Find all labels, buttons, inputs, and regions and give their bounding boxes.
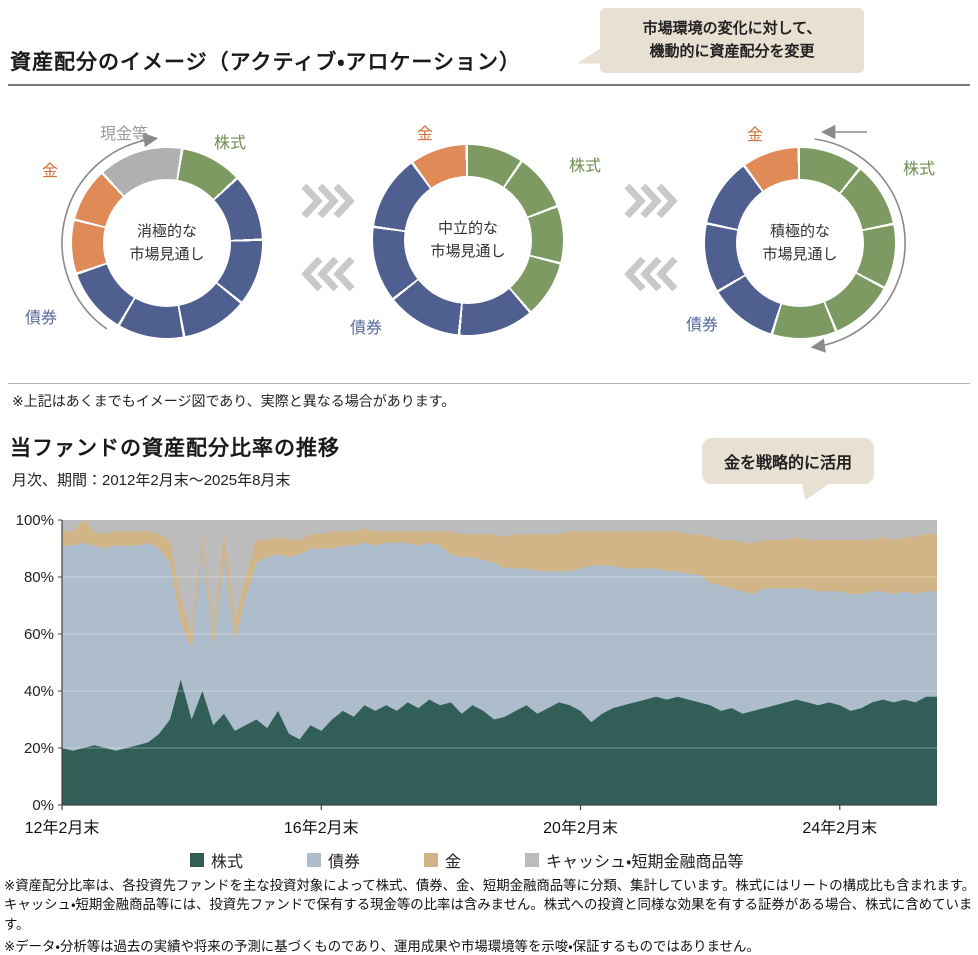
callout-active-allocation: 市場環境の変化に対して、 機動的に資産配分を変更 bbox=[577, 8, 864, 73]
y-tick-label: 0% bbox=[32, 797, 54, 814]
section2-subtitle: 月次、期間：2012年2月末～2025年8月末 bbox=[12, 472, 291, 489]
legend-swatch-bonds bbox=[307, 853, 322, 867]
donut-label-bond: 債券 bbox=[686, 317, 719, 334]
donut-label-bond: 債券 bbox=[350, 320, 383, 337]
y-tick-label: 40% bbox=[24, 683, 54, 700]
donut-neutral: 中立的な 市場見通し 金株式債券 bbox=[350, 126, 601, 337]
donut-ring-conservative bbox=[72, 148, 262, 338]
donut-ring-neutral bbox=[373, 145, 563, 335]
legend-swatch-gold bbox=[424, 853, 439, 867]
donut-label-gold: 金 bbox=[747, 127, 764, 144]
legend-label: キャッシュ・短期金融商品等 bbox=[546, 854, 744, 871]
section2-title: 当ファンドの資産配分比率の推移 bbox=[10, 437, 340, 460]
footnotes: ※資産配分比率は、各投資先ファンドを主な投資対象によって株式、債券、金、短期金融… bbox=[4, 876, 976, 955]
donut-center-line: 中立的な bbox=[437, 219, 498, 237]
title-underline bbox=[8, 84, 970, 86]
allocation-area-chart: 0% 20% 40% 60% 80% 100% 12年2月末 16年2月末 20年2月末 24年2… bbox=[16, 512, 937, 837]
x-tick-label: 24年2月末 bbox=[802, 819, 877, 837]
donut-label-gold: 金 bbox=[417, 126, 434, 143]
donut-center-label: 消極的な 市場見通し bbox=[103, 179, 231, 307]
callout-line-2: 機動的に資産配分を変更 bbox=[649, 43, 815, 61]
legend-label: 株式 bbox=[211, 854, 244, 871]
y-tick-label: 100% bbox=[16, 512, 54, 529]
cycle-arrow-icon bbox=[810, 124, 906, 353]
donut-label-gold: 金 bbox=[42, 163, 59, 180]
donut-label-stock: 株式 bbox=[903, 161, 936, 178]
legend-item-gold: 金 bbox=[424, 848, 461, 872]
y-tick-label: 80% bbox=[24, 569, 54, 586]
callout-gold-strategy: 金を戦略的に活用 bbox=[702, 438, 875, 500]
x-tick-label: 12年2月末 bbox=[25, 819, 100, 837]
donut-label-stock: 株式 bbox=[569, 158, 602, 175]
section-divider bbox=[8, 383, 970, 384]
footnote-disclaimer: ※データ・分析等は過去の実績や将来の予測に基づくものであり、運用成果や市場環境等… bbox=[4, 939, 760, 955]
legend-item-cash: キャッシュ・短期金融商品等 bbox=[525, 848, 744, 872]
donut-center-line: 市場見通し bbox=[430, 243, 506, 260]
donut-center-label: 中立的な 市場見通し bbox=[404, 176, 532, 304]
footnote-classification: ※資産配分比率は、各投資先ファンドを主な投資対象によって株式、債券、金、短期金融… bbox=[4, 878, 976, 932]
section1-title: 資産配分のイメージ（アクティブ・アロケーション） bbox=[10, 51, 521, 74]
callout-line-1: 市場環境の変化に対して、 bbox=[642, 20, 822, 37]
donut-center-label: 積極的な 市場見通し bbox=[736, 179, 864, 307]
legend-item-stocks: 株式 bbox=[190, 848, 243, 872]
area-series-株式 bbox=[62, 679, 937, 805]
y-tick-label: 60% bbox=[24, 626, 54, 643]
x-tick-label: 20年2月末 bbox=[543, 819, 618, 837]
legend-label: 債券 bbox=[328, 854, 361, 871]
x-tick-label: 16年2月末 bbox=[284, 819, 359, 837]
legend-label: 金 bbox=[445, 854, 462, 871]
cycle-arrow-icon bbox=[61, 132, 159, 330]
donut-center-line: 市場見通し bbox=[762, 246, 838, 263]
donut-center-line: 積極的な bbox=[769, 222, 830, 240]
chevrons-left-icon bbox=[624, 256, 678, 292]
donut-aggressive: 積極的な 市場見通し 金株式債券 bbox=[686, 124, 935, 353]
chevrons-right-icon bbox=[301, 183, 355, 219]
chevrons-right-icon bbox=[624, 183, 678, 219]
callout-gold-text: 金を戦略的に活用 bbox=[724, 455, 853, 472]
image-disclaimer: ※上記はあくまでもイメージ図であり、実際と異なる場合があります。 bbox=[12, 393, 456, 409]
callout-tail bbox=[801, 482, 832, 500]
chart-legend: 株式 債券 金 キャッシュ・短期金融商品等 bbox=[190, 848, 744, 872]
legend-item-bonds: 債券 bbox=[307, 848, 360, 872]
donut-ring-aggressive bbox=[705, 148, 895, 338]
donut-label-stock: 株式 bbox=[214, 135, 247, 152]
legend-swatch-stocks bbox=[190, 853, 204, 867]
donut-center-line: 市場見通し bbox=[129, 246, 205, 263]
donut-conservative: 消極的な 市場見通し 現金等株式金債券 bbox=[25, 126, 262, 338]
legend-swatch-cash bbox=[525, 853, 540, 867]
y-tick-label: 20% bbox=[24, 740, 54, 757]
donut-label-cash: 現金等 bbox=[100, 126, 149, 143]
callout-tail bbox=[577, 45, 605, 64]
chevrons-left-icon bbox=[301, 256, 355, 292]
donut-center-line: 消極的な bbox=[136, 222, 197, 240]
donut-label-bond: 債券 bbox=[25, 310, 58, 327]
